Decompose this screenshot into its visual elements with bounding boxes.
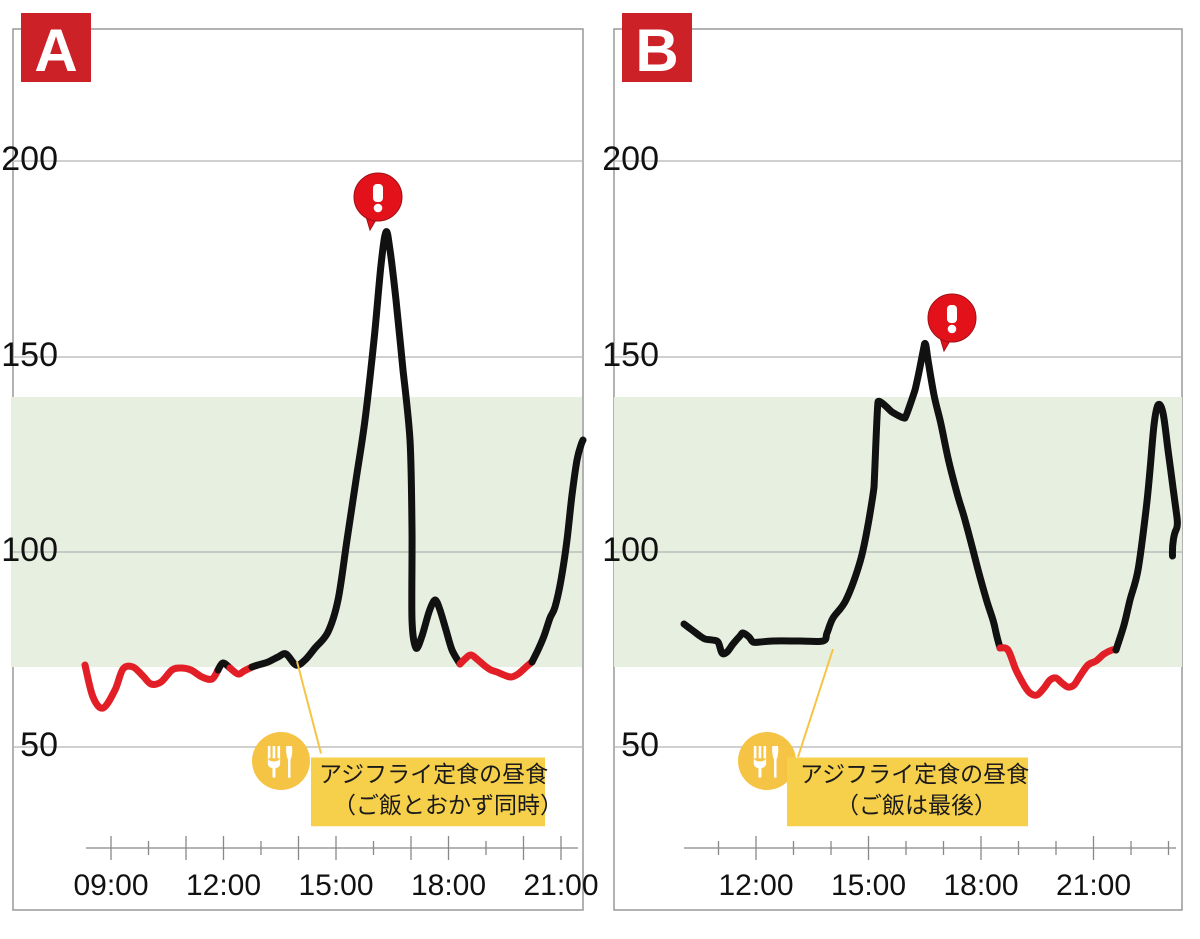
svg-text:12:00: 12:00 [718, 869, 793, 902]
svg-text:100: 100 [1, 531, 58, 569]
svg-text:50: 50 [621, 726, 659, 764]
svg-text:21:00: 21:00 [523, 869, 598, 902]
svg-text:15:00: 15:00 [298, 869, 373, 902]
svg-text:21:00: 21:00 [1056, 869, 1131, 902]
svg-text:（ご飯とおかず同時）: （ご飯とおかず同時） [333, 792, 563, 818]
svg-text:200: 200 [1, 140, 58, 178]
svg-text:50: 50 [20, 726, 58, 764]
svg-text:B: B [635, 17, 678, 84]
svg-text:200: 200 [602, 140, 659, 178]
svg-text:15:00: 15:00 [831, 869, 906, 902]
svg-text:A: A [34, 17, 77, 84]
svg-text:09:00: 09:00 [73, 869, 148, 902]
svg-text:150: 150 [602, 336, 659, 374]
svg-text:18:00: 18:00 [411, 869, 486, 902]
svg-text:18:00: 18:00 [943, 869, 1018, 902]
svg-text:アジフライ定食の昼食: アジフライ定食の昼食 [800, 761, 1029, 787]
svg-text:12:00: 12:00 [186, 869, 261, 902]
svg-text:アジフライ定食の昼食: アジフライ定食の昼食 [319, 761, 548, 787]
svg-text:150: 150 [1, 336, 58, 374]
svg-text:100: 100 [602, 531, 659, 569]
svg-text:（ご飯は最後）: （ご飯は最後） [836, 792, 997, 818]
